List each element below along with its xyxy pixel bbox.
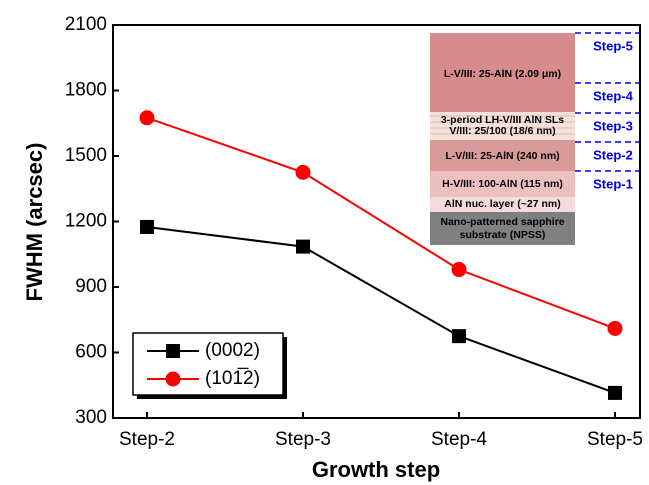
y-tick-label: 1500 <box>65 145 107 166</box>
step-label: Step-4 <box>593 88 634 103</box>
marker <box>140 220 154 234</box>
y-tick-label: 600 <box>75 342 107 363</box>
marker <box>452 262 467 277</box>
y-tick-label: 2100 <box>65 14 107 35</box>
y-tick-label: 900 <box>75 276 107 297</box>
layer-label: V/III: 25/100 (18/6 nm) <box>449 125 555 137</box>
marker <box>608 386 622 400</box>
chart: FWHM (arcsec) Growth step L-V/III: 25-Al… <box>0 0 649 485</box>
layer-label: substrate (NPSS) <box>460 229 546 241</box>
legend-label: (101̅2) <box>205 368 260 389</box>
legend-marker <box>166 344 180 358</box>
layer-label: L-V/III: 25-AlN (2.09 μm) <box>444 68 561 80</box>
step-label: Step-3 <box>593 118 633 133</box>
x-tick-label: Step-2 <box>119 429 175 450</box>
y-tick-label: 1200 <box>65 211 107 232</box>
marker <box>608 321 623 336</box>
layer-label: L-V/III: 25-AlN (240 nm) <box>445 150 559 162</box>
marker <box>140 110 155 125</box>
step-label: Step-5 <box>593 38 633 53</box>
x-tick-label: Step-4 <box>431 429 487 450</box>
layer-label: AlN nuc. layer (~27 nm) <box>444 198 560 210</box>
y-tick-label: 1800 <box>65 80 107 101</box>
legend-label: (0002) <box>205 340 260 361</box>
marker <box>296 165 311 180</box>
step-label: Step-1 <box>593 176 633 191</box>
y-axis-title: FWHM (arcsec) <box>22 143 47 302</box>
layer-label: H-V/III: 100-AlN (115 nm) <box>442 178 563 190</box>
x-axis-title: Growth step <box>312 457 440 482</box>
marker <box>296 240 310 254</box>
step-label: Step-2 <box>593 147 633 162</box>
marker <box>452 329 466 343</box>
x-tick-label: Step-5 <box>587 429 643 450</box>
y-tick-label: 300 <box>75 407 107 428</box>
layer-label: Nano-patterned sapphire <box>440 216 564 228</box>
legend-marker <box>166 372 181 387</box>
x-tick-label: Step-3 <box>275 429 331 450</box>
